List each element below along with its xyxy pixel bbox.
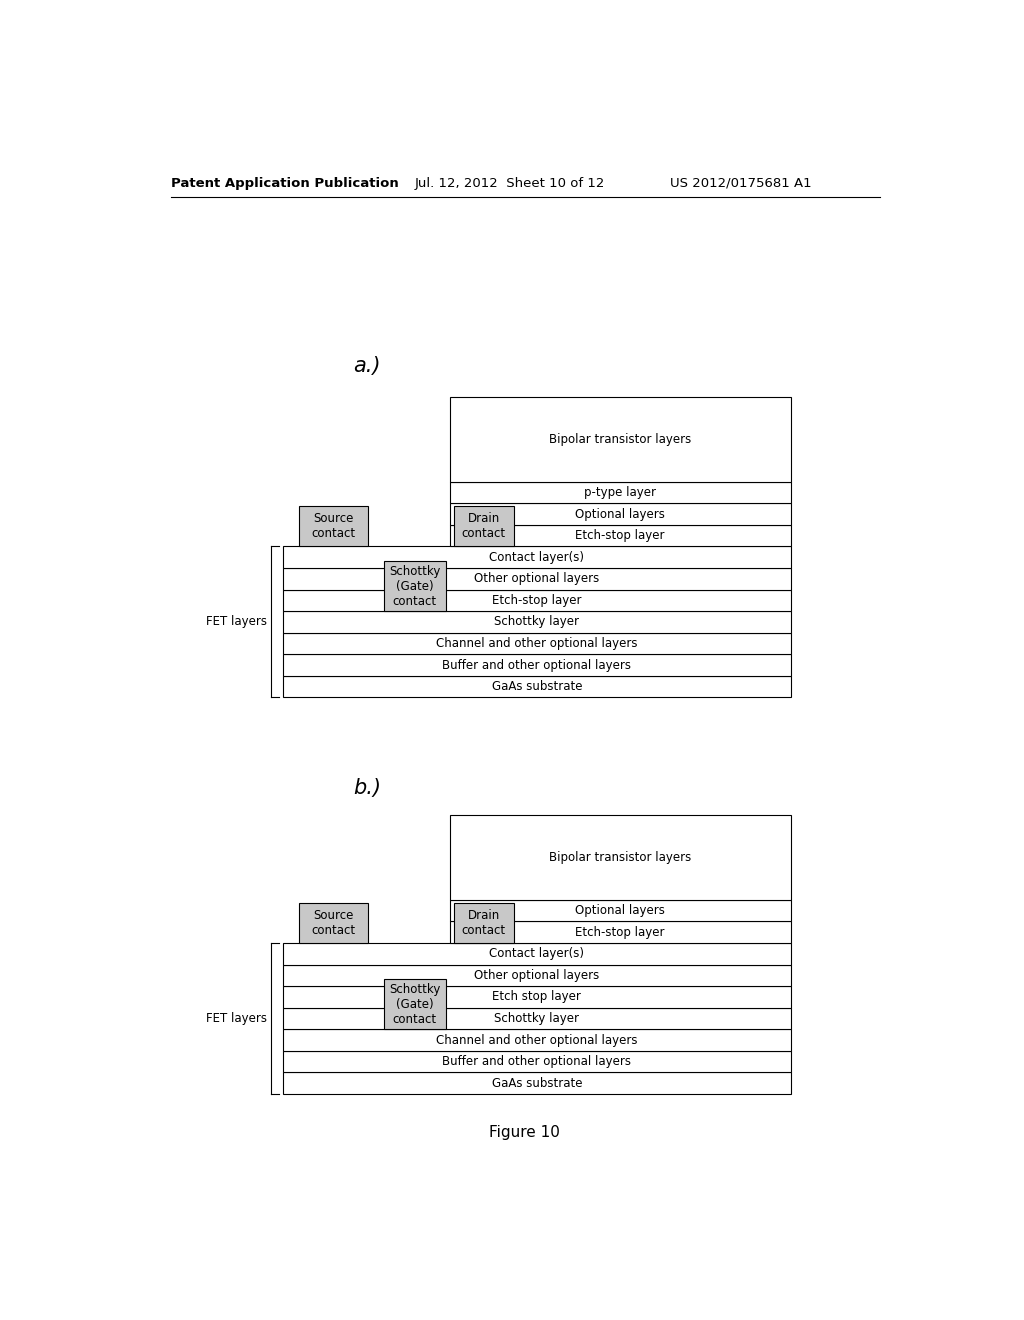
- Text: Schottky
(Gate)
contact: Schottky (Gate) contact: [389, 983, 440, 1026]
- Text: Schottky
(Gate)
contact: Schottky (Gate) contact: [389, 565, 440, 607]
- Text: b.): b.): [352, 779, 381, 799]
- Text: GaAs substrate: GaAs substrate: [492, 680, 582, 693]
- Bar: [283, 1072, 791, 1094]
- Bar: [454, 903, 514, 942]
- Text: Other optional layers: Other optional layers: [474, 969, 599, 982]
- Text: p-type layer: p-type layer: [584, 486, 656, 499]
- Bar: [384, 979, 445, 1030]
- Text: Schottky layer: Schottky layer: [495, 1012, 580, 1026]
- Bar: [450, 525, 791, 546]
- Text: Bipolar transistor layers: Bipolar transistor layers: [549, 851, 691, 865]
- Text: US 2012/0175681 A1: US 2012/0175681 A1: [671, 177, 812, 190]
- Bar: [283, 568, 791, 590]
- Text: Other optional layers: Other optional layers: [474, 573, 599, 585]
- Text: Figure 10: Figure 10: [489, 1125, 560, 1140]
- Text: Bipolar transistor layers: Bipolar transistor layers: [549, 433, 691, 446]
- Text: FET layers: FET layers: [207, 615, 267, 628]
- Bar: [283, 1051, 791, 1072]
- Bar: [283, 546, 791, 568]
- Bar: [283, 1007, 791, 1030]
- Text: Contact layer(s): Contact layer(s): [489, 550, 585, 564]
- Text: Optional layers: Optional layers: [575, 904, 665, 917]
- Text: Drain
contact: Drain contact: [462, 909, 506, 937]
- Bar: [283, 1030, 791, 1051]
- Bar: [450, 503, 791, 525]
- Text: Channel and other optional layers: Channel and other optional layers: [436, 1034, 638, 1047]
- Bar: [450, 900, 791, 921]
- Bar: [283, 986, 791, 1007]
- Text: Etch stop layer: Etch stop layer: [493, 990, 582, 1003]
- Bar: [450, 921, 791, 942]
- Text: Channel and other optional layers: Channel and other optional layers: [436, 638, 638, 649]
- Bar: [450, 816, 791, 900]
- Text: FET layers: FET layers: [207, 1012, 267, 1026]
- Bar: [283, 590, 791, 611]
- Bar: [450, 397, 791, 482]
- Text: Source
contact: Source contact: [311, 512, 355, 540]
- Text: Optional layers: Optional layers: [575, 508, 665, 520]
- Bar: [283, 676, 791, 697]
- Text: Schottky layer: Schottky layer: [495, 615, 580, 628]
- Text: Source
contact: Source contact: [311, 909, 355, 937]
- Text: Patent Application Publication: Patent Application Publication: [171, 177, 398, 190]
- Text: GaAs substrate: GaAs substrate: [492, 1077, 582, 1090]
- Text: Contact layer(s): Contact layer(s): [489, 948, 585, 961]
- Bar: [299, 507, 369, 546]
- Bar: [454, 507, 514, 546]
- Text: Buffer and other optional layers: Buffer and other optional layers: [442, 659, 632, 672]
- Text: Etch-stop layer: Etch-stop layer: [575, 529, 665, 543]
- Bar: [299, 903, 369, 942]
- Text: Etch-stop layer: Etch-stop layer: [575, 925, 665, 939]
- Text: Etch-stop layer: Etch-stop layer: [493, 594, 582, 607]
- Text: Buffer and other optional layers: Buffer and other optional layers: [442, 1055, 632, 1068]
- Bar: [384, 561, 445, 611]
- Bar: [283, 611, 791, 632]
- Text: a.): a.): [352, 356, 380, 376]
- Bar: [450, 482, 791, 503]
- Bar: [283, 655, 791, 676]
- Bar: [283, 632, 791, 655]
- Text: Jul. 12, 2012  Sheet 10 of 12: Jul. 12, 2012 Sheet 10 of 12: [415, 177, 605, 190]
- Bar: [283, 942, 791, 965]
- Bar: [283, 965, 791, 986]
- Text: Drain
contact: Drain contact: [462, 512, 506, 540]
